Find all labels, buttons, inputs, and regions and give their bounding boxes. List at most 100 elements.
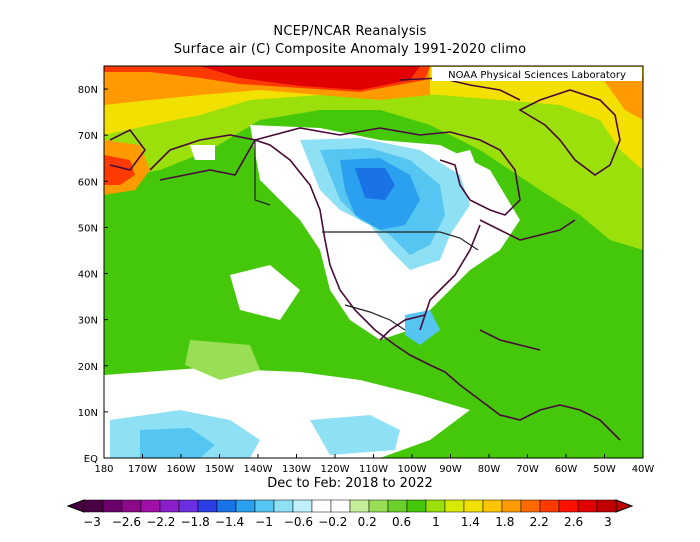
field-cool-strong: [355, 168, 395, 200]
colorbar-label: −1.8: [181, 515, 210, 529]
colorbar-label: 0.6: [392, 515, 411, 529]
lon-tick-label: 120W: [321, 464, 350, 475]
siberia: [109, 128, 146, 171]
colorbar-swatch: [83, 499, 104, 513]
lat-tick-label: 80N: [78, 85, 98, 96]
alaska-south: [159, 139, 256, 181]
colorbar-label: −2.2: [146, 515, 175, 529]
field-lightgreen-pacific: [185, 340, 260, 380]
field-neutral-pacific: [230, 265, 300, 320]
field-yellowgreen-north: [104, 66, 643, 250]
colorbar-labels: −3 −2.6 −2.2 −1.8 −1.4 −1 −0.6 −0.2 0.2 0.6 1 1.4 1.…: [83, 515, 612, 529]
colorbar-swatch: [330, 499, 351, 513]
lat-tick-label: 40N: [78, 270, 98, 281]
colorbar-swatch: [273, 499, 294, 513]
lat-tick-label: 20N: [78, 362, 98, 373]
colorbar-swatch: [463, 499, 484, 513]
colorbar-swatch: [216, 499, 237, 513]
colorbar-swatch: [121, 499, 142, 513]
colorbar-swatch: [235, 499, 256, 513]
colorbar-label: 2.2: [530, 515, 549, 529]
map-title: NCEP/NCAR Reanalysis: [273, 24, 427, 39]
colorbar-arrow-right: [615, 499, 634, 513]
colorbar-swatch: [178, 499, 199, 513]
colorbar-label: −1.4: [215, 515, 244, 529]
lon-tick-label: 60W: [555, 464, 578, 475]
us-mexico-border: [344, 304, 406, 331]
colorbar-swatches: [66, 499, 634, 513]
lon-tick-label: 110W: [359, 464, 388, 475]
coastlines: [109, 77, 621, 441]
colorbar-label: 3: [604, 515, 612, 529]
lon-tick-label: 40W: [632, 464, 655, 475]
colorbar-label: −2.6: [112, 515, 141, 529]
alaska-canada-border: [254, 140, 271, 206]
field-darkred-north: [200, 66, 420, 90]
longitude-axis: 180 170W 160W 150W 140W 130W 120W 110W 100W 90W 80…: [94, 454, 654, 475]
lon-tick-label: 90W: [439, 464, 462, 475]
lon-tick-label: 50W: [593, 464, 616, 475]
lat-tick-label: 30N: [78, 316, 98, 327]
lon-tick-label: 140W: [244, 464, 273, 475]
colorbar-swatch: [140, 499, 161, 513]
lon-tick-label: 150W: [205, 464, 234, 475]
lon-tick-label: 180: [94, 464, 113, 475]
colorbar-swatch: [102, 499, 123, 513]
colorbar-label: 2.6: [564, 515, 583, 529]
field-cool-gulf: [405, 310, 440, 345]
colorbar-label: 0.2: [358, 515, 377, 529]
colorbar-swatch: [292, 499, 313, 513]
colorbar-swatch: [387, 499, 408, 513]
lon-tick-label: 130W: [282, 464, 311, 475]
colorbar-swatch: [596, 499, 617, 513]
west-coast: [254, 139, 446, 373]
arctic-islands: [399, 77, 521, 101]
caribbean: [479, 329, 541, 351]
field-red-west: [104, 155, 135, 185]
colorbar-swatch: [197, 499, 218, 513]
lon-tick-label: 170W: [128, 464, 157, 475]
colorbar-label: −0.2: [318, 515, 347, 529]
latitude-axis: 80N 70N 60N 50N 40N 30N 20N 10N EQ: [78, 85, 108, 465]
colorbar-swatch: [349, 499, 370, 513]
colorbar-arrow-left: [66, 499, 85, 513]
colorbar-label: −0.6: [284, 515, 313, 529]
colorbar-label: 1: [432, 515, 440, 529]
colorbar-label: −1: [255, 515, 273, 529]
field-orange-east: [600, 75, 643, 120]
colorbar-swatch: [539, 499, 560, 513]
colorbar-label: −3: [83, 515, 101, 529]
lat-tick-label: 10N: [78, 408, 98, 419]
colorbar-swatch: [159, 499, 180, 513]
lon-tick-label: 100W: [398, 464, 427, 475]
field-cool-tropical-west-mid: [140, 428, 215, 458]
south-america-north: [444, 371, 621, 441]
colorbar-swatch: [482, 499, 503, 513]
newfoundland: [479, 219, 576, 241]
colorbar-label: 1.8: [495, 515, 514, 529]
period-label: Dec to Feb: 2018 to 2022: [267, 476, 433, 491]
credit-box: [432, 67, 642, 81]
arctic-coast: [254, 127, 521, 216]
field-neutral-alaska: [190, 145, 215, 160]
greenland: [518, 89, 621, 176]
colorbar-swatch: [444, 499, 465, 513]
alaska-north: [149, 134, 256, 171]
colorbar-swatch: [425, 499, 446, 513]
lon-tick-label: 80W: [478, 464, 501, 475]
field-cool-tropical-east: [310, 415, 400, 455]
colorbar-label: 1.4: [461, 515, 480, 529]
colorbar-swatch: [406, 499, 427, 513]
colorbar-swatch: [501, 499, 522, 513]
lat-tick-label: EQ: [84, 454, 98, 465]
colorbar-swatch: [558, 499, 579, 513]
lat-tick-label: 70N: [78, 131, 98, 142]
credit-label: NOAA Physical Sciences Laboratory: [448, 70, 626, 81]
anomaly-field: [104, 66, 643, 458]
map-subtitle: Surface air (C) Composite Anomaly 1991-2…: [173, 42, 527, 57]
lon-tick-label: 70W: [516, 464, 539, 475]
colorbar-swatch: [520, 499, 541, 513]
colorbar-swatch: [577, 499, 598, 513]
